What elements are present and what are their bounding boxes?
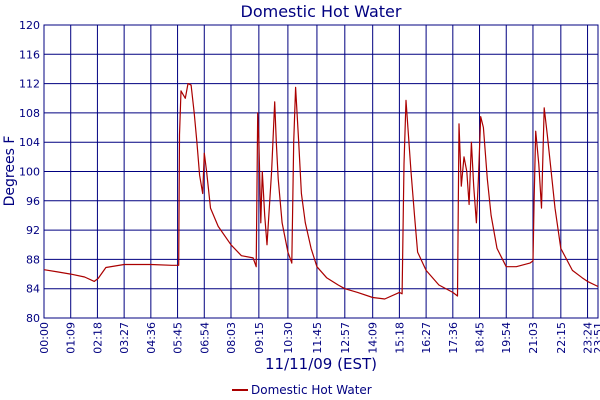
x-tick-label: 02:18 (91, 322, 104, 354)
y-tick-label: 80 (26, 312, 40, 325)
y-tick-label: 112 (19, 78, 40, 91)
x-tick-label: 01:09 (65, 322, 78, 354)
x-tick-label: 22:15 (555, 322, 568, 354)
plot-frame (43, 24, 599, 319)
x-tick-label: 09:15 (253, 322, 266, 354)
x-tick-label: 17:36 (447, 322, 460, 354)
x-axis-label: 11/11/09 (EST) (265, 355, 377, 373)
legend-label: Domestic Hot Water (251, 383, 372, 397)
y-tick-label: 104 (19, 136, 40, 149)
x-tick-label: 19:54 (500, 322, 513, 354)
x-tick-labels: 00:00 01:09 02:18 03:27 04:36 05:45 06:54 08:03… (38, 322, 600, 354)
y-axis-label: Degrees F (2, 136, 18, 207)
x-tick-label: 06:54 (198, 322, 211, 354)
x-tick-label: 23:51 (592, 322, 600, 354)
x-tick-label: 12:57 (339, 322, 352, 354)
y-tick-label: 116 (19, 48, 40, 61)
x-tick-label: 05:45 (172, 322, 185, 354)
x-tick-label: 18:45 (474, 322, 487, 354)
x-tick-label: 23:24 (582, 322, 595, 354)
series-group (43, 83, 599, 300)
x-tick-label: 10:30 (282, 322, 295, 354)
y-tick-label: 92 (26, 224, 40, 237)
y-tick-label: 84 (26, 283, 40, 296)
y-tick-label: 96 (26, 195, 40, 208)
x-tick-label: 00:00 (38, 322, 51, 354)
y-tick-label: 108 (19, 107, 40, 120)
x-tick-label: 15:18 (393, 322, 406, 354)
legend: Domestic Hot Water (232, 383, 372, 397)
y-tick-label: 88 (26, 253, 40, 266)
y-tick-labels: 80 84 88 92 96 100 104 108 112 116 120 (19, 19, 40, 325)
y-tick-label: 120 (19, 19, 40, 32)
chart-title: Domestic Hot Water (241, 2, 402, 21)
x-tick-label: 03:27 (118, 322, 131, 354)
x-tick-label: 14:09 (367, 322, 380, 354)
x-tick-label: 04:36 (145, 322, 158, 354)
x-tick-label: 08:03 (225, 322, 238, 354)
x-tick-label: 21:03 (527, 322, 540, 354)
grid-lines (43, 24, 599, 319)
x-tick-label: 16:27 (420, 322, 433, 354)
y-tick-label: 100 (19, 166, 40, 179)
x-tick-label: 11:45 (311, 322, 324, 354)
series-line (43, 83, 599, 300)
